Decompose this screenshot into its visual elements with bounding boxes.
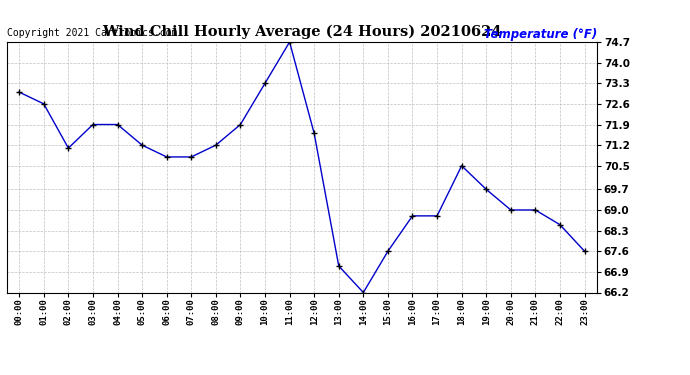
Title: Wind Chill Hourly Average (24 Hours) 20210624: Wind Chill Hourly Average (24 Hours) 202… — [102, 25, 502, 39]
Text: Copyright 2021 Cartronics.com: Copyright 2021 Cartronics.com — [7, 28, 177, 38]
Text: Temperature (°F): Temperature (°F) — [484, 28, 597, 41]
